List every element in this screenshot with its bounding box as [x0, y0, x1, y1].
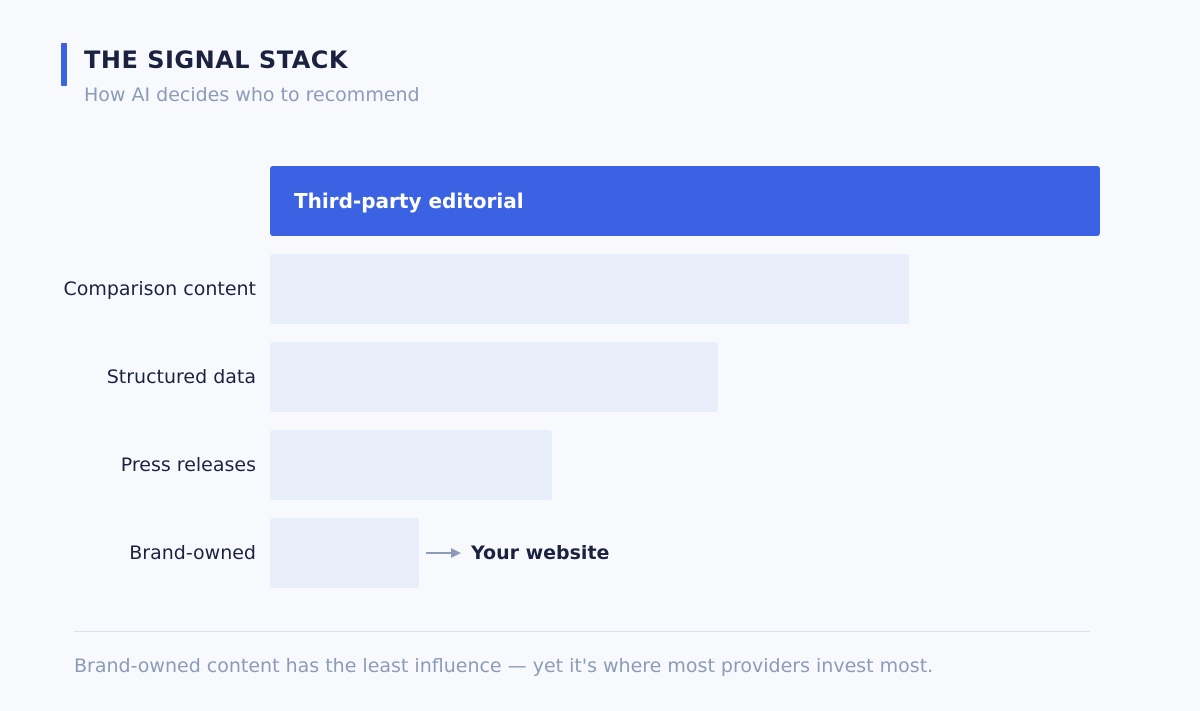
bar-label: Third-party editorial — [294, 189, 524, 213]
arrow-right-icon — [426, 548, 461, 558]
category-label: Comparison content — [63, 278, 256, 300]
footnote: Brand-owned content has the least influe… — [74, 655, 934, 677]
page-title: THE SIGNAL STACK — [84, 46, 349, 74]
title-accent-bar — [61, 43, 67, 86]
bar-comparison-content — [270, 254, 909, 324]
bar-third-party-editorial: Third-party editorial — [270, 166, 1100, 236]
category-label: Press releases — [120, 454, 256, 476]
divider — [74, 631, 1090, 632]
bar-press-releases — [270, 430, 552, 500]
callout-your-website: Your website — [425, 541, 609, 565]
bar-structured-data — [270, 342, 718, 412]
page-subtitle: How AI decides who to recommend — [84, 84, 420, 106]
bar-brand-owned — [270, 518, 419, 588]
category-label: Structured data — [106, 366, 256, 388]
callout-text: Your website — [471, 542, 610, 564]
category-label: Brand-owned — [129, 542, 256, 564]
